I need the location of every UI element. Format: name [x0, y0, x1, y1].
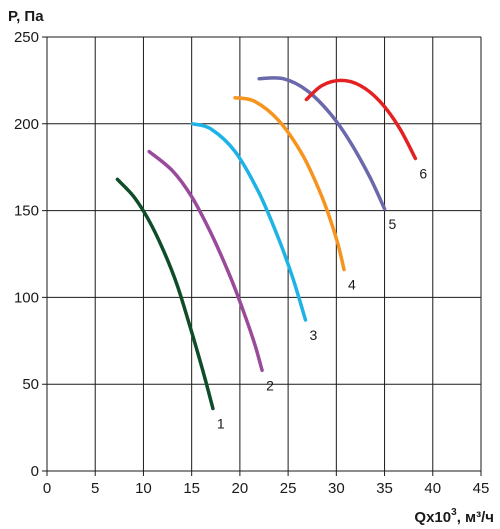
curves — [115, 76, 418, 411]
series-1-line — [115, 177, 215, 411]
grid — [42, 36, 482, 476]
x-tick-label: 35 — [376, 480, 393, 497]
curve-label-4: 4 — [348, 277, 356, 293]
x-axis-label-prefix: Qx10 — [414, 509, 451, 526]
series-5-line — [257, 76, 387, 211]
series-6-line — [304, 78, 418, 161]
y-tick-label: 250 — [14, 29, 39, 46]
x-tick-label: 45 — [473, 480, 490, 497]
y-tick-label: 150 — [14, 203, 39, 220]
x-tick-label: 10 — [135, 480, 152, 497]
x-tick-label: 5 — [91, 480, 99, 497]
x-tick-label: 20 — [232, 480, 249, 497]
x-tick-label: 0 — [43, 480, 51, 497]
x-tick-label: 15 — [183, 480, 200, 497]
curve-label-5: 5 — [389, 216, 397, 232]
curve-labels: 1 2 3 4 5 6 — [217, 166, 428, 432]
y-axis-label: P, Па — [8, 8, 44, 25]
x-axis-label: Qx103, м³/ч — [414, 507, 494, 526]
series-2-line — [147, 149, 264, 373]
x-tick-label: 25 — [280, 480, 297, 497]
y-tick-label: 100 — [14, 289, 39, 306]
y-tick-label: 200 — [14, 116, 39, 133]
x-tick-label: 30 — [328, 480, 345, 497]
curve-label-3: 3 — [309, 327, 317, 343]
curve-label-6: 6 — [419, 166, 427, 182]
x-axis-label-exponent: 3 — [451, 507, 457, 518]
series-3-line — [190, 122, 308, 322]
series-4-line — [233, 96, 346, 272]
y-tick-label: 0 — [31, 463, 39, 480]
y-tick-label: 50 — [22, 376, 39, 393]
x-tick-label: 40 — [424, 480, 441, 497]
curve-label-2: 2 — [266, 377, 274, 393]
curve-label-1: 1 — [217, 416, 225, 432]
x-axis-label-unit: , м³/ч — [457, 509, 494, 526]
